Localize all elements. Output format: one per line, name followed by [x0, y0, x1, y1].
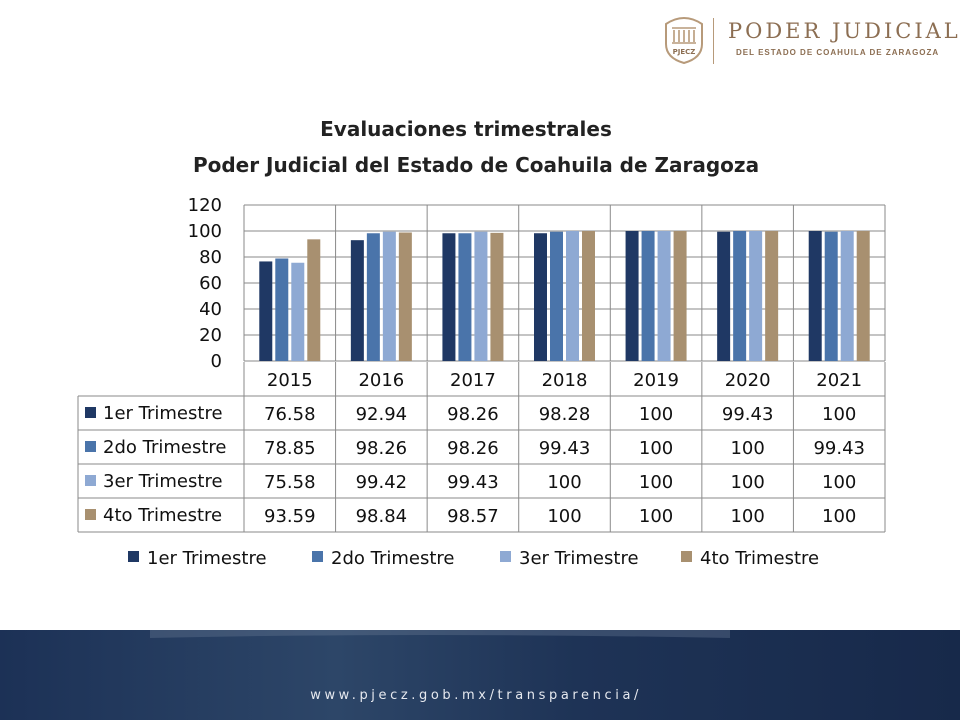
legend-key: [312, 551, 323, 562]
data-label: 100: [547, 506, 581, 527]
bar-4-2018: [582, 231, 595, 361]
bar-1-2018: [534, 233, 547, 361]
x-tick-label: 2020: [725, 370, 771, 391]
bar-1-2016: [350, 240, 364, 361]
logo-divider: [713, 18, 714, 64]
legend-key: [500, 551, 511, 562]
bar-4-2015: [307, 239, 321, 361]
data-label: 92.94: [356, 404, 408, 425]
x-tick-label: 2019: [633, 370, 679, 391]
bar-1-2017: [442, 233, 456, 361]
legend-key: [128, 551, 139, 562]
bar-2-2016: [366, 233, 380, 361]
table-legend-key: [85, 441, 96, 452]
bar-3-2017: [474, 231, 488, 361]
data-label: 98.28: [539, 404, 591, 425]
table-legend-key: [85, 407, 96, 418]
bar-1-2019: [625, 231, 639, 361]
table-legend-key: [85, 475, 96, 486]
data-label: 93.59: [264, 506, 316, 527]
data-label: 100: [730, 472, 764, 493]
bar-3-2016: [382, 231, 396, 361]
bar-2-2021: [824, 231, 838, 361]
bar-1-2020: [717, 231, 731, 361]
bar-3-2021: [840, 231, 854, 361]
data-label: 100: [639, 472, 673, 493]
data-label: 100: [822, 472, 856, 493]
bar-3-2018: [566, 231, 579, 361]
data-label: 76.58: [264, 404, 316, 425]
footer-url: www.pjecz.gob.mx/transparencia/: [310, 688, 642, 703]
data-label: 99.43: [447, 472, 499, 493]
table-row-header: 2do Trimestre: [103, 437, 227, 458]
pjecz-seal-icon: PJECZ: [665, 17, 703, 64]
bar-3-2015: [291, 262, 305, 361]
data-label: 78.85: [264, 438, 316, 459]
y-tick-label: 120: [188, 195, 222, 216]
data-label: 100: [547, 472, 581, 493]
legend-label: 3er Trimestre: [519, 548, 639, 569]
x-tick-label: 2018: [542, 370, 588, 391]
bar-3-2019: [657, 231, 671, 361]
chart-subtitle: Poder Judicial del Estado de Coahuila de…: [192, 153, 760, 177]
data-label: 100: [822, 404, 856, 425]
legend-label: 2do Trimestre: [331, 548, 455, 569]
x-tick-label: 2015: [267, 370, 313, 391]
bar-2-2017: [458, 233, 472, 361]
legend-label: 1er Trimestre: [147, 548, 267, 569]
bar-2-2018: [550, 231, 563, 361]
footer-band: [0, 630, 960, 720]
bar-4-2019: [673, 231, 687, 361]
data-label: 100: [730, 438, 764, 459]
data-label: 100: [822, 506, 856, 527]
seal-text: PJECZ: [673, 48, 696, 56]
bar-4-2021: [856, 231, 870, 361]
data-label: 100: [639, 506, 673, 527]
data-label: 99.43: [813, 438, 865, 459]
table-row-header: 1er Trimestre: [103, 403, 223, 424]
y-tick-label: 80: [199, 247, 222, 268]
chart-title: Evaluaciones trimestrales: [320, 117, 612, 141]
y-tick-label: 60: [199, 273, 222, 294]
data-label: 99.43: [539, 438, 591, 459]
data-label: 100: [730, 506, 764, 527]
bar-chart: 0 20 40 60 80 100 120 2015 2016 2017 2018 2019 2020 2…: [77, 195, 886, 569]
legend-key: [681, 551, 692, 562]
bar-1-2015: [259, 261, 273, 361]
bar-2-2015: [275, 258, 289, 361]
x-tick-label: 2017: [450, 370, 496, 391]
data-label: 75.58: [264, 472, 316, 493]
y-tick-label: 100: [188, 221, 222, 242]
bar-4-2016: [398, 232, 412, 361]
data-label: 98.84: [356, 506, 408, 527]
org-subtitle: DEL ESTADO DE COAHUILA DE ZARAGOZA: [736, 48, 940, 57]
data-label: 98.26: [356, 438, 408, 459]
y-tick-label: 20: [199, 325, 222, 346]
data-label: 98.57: [447, 506, 499, 527]
data-label: 100: [639, 404, 673, 425]
data-label: 99.42: [356, 472, 408, 493]
table-row-header: 3er Trimestre: [103, 471, 223, 492]
legend-label: 4to Trimestre: [700, 548, 819, 569]
bar-3-2020: [749, 231, 763, 361]
poder-judicial-logo: PJECZ PODER JUDICIAL DEL ESTADO DE COAHU…: [656, 14, 958, 70]
data-label: 100: [639, 438, 673, 459]
org-name: PODER JUDICIAL: [728, 19, 960, 43]
table-legend-key: [85, 509, 96, 520]
bar-2-2020: [733, 231, 747, 361]
bar-2-2019: [641, 231, 655, 361]
data-label: 98.26: [447, 404, 499, 425]
y-tick-label: 0: [211, 351, 222, 372]
bar-1-2021: [808, 231, 822, 361]
data-label: 98.26: [447, 438, 499, 459]
data-label: 99.43: [722, 404, 774, 425]
y-tick-label: 40: [199, 299, 222, 320]
bar-4-2017: [490, 232, 504, 361]
bar-4-2020: [765, 231, 779, 361]
x-tick-label: 2021: [816, 370, 862, 391]
x-tick-label: 2016: [358, 370, 404, 391]
table-row-header: 4to Trimestre: [103, 505, 222, 526]
